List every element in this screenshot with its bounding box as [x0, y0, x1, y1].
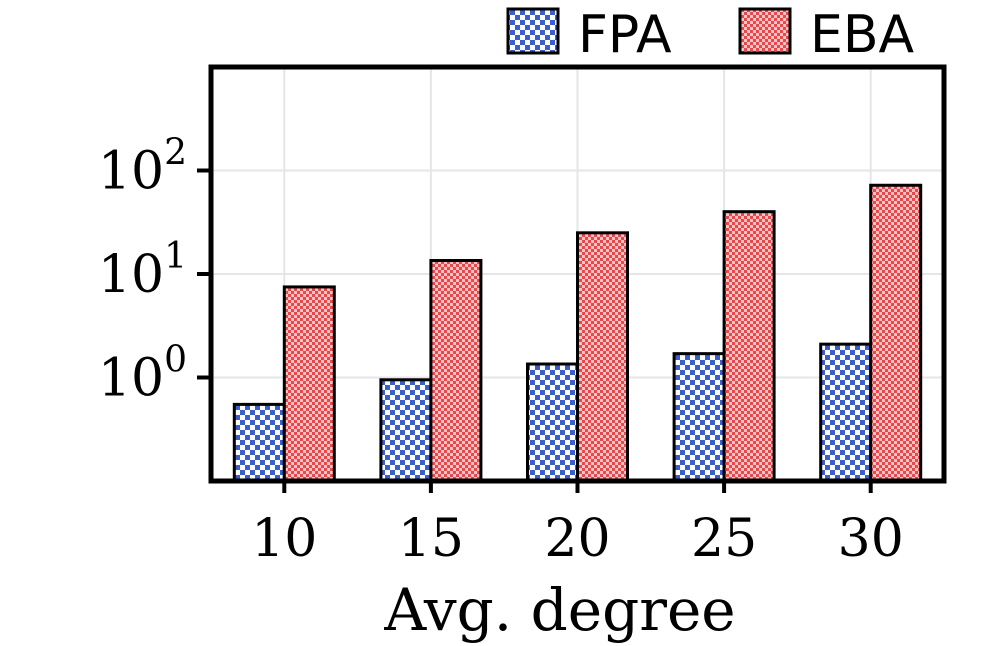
- bar-fpa-15: [379, 378, 433, 483]
- y-tick-label: 100: [98, 340, 187, 409]
- x-tick-label: 15: [398, 509, 464, 569]
- bars: [232, 183, 923, 483]
- bar-eba-10: [282, 285, 336, 483]
- bar-eba-15: [429, 259, 483, 483]
- legend: FPA EBA: [506, 5, 915, 65]
- legend-swatch-eba: [738, 7, 792, 55]
- bar-fpa-30: [819, 342, 873, 483]
- x-axis-label: Avg. degree: [383, 576, 735, 644]
- y-axis-ticks: 100 101 102: [98, 133, 211, 409]
- legend-swatch-fpa: [506, 7, 560, 55]
- legend-label-eba: EBA: [810, 5, 915, 65]
- y-tick-label: 101: [98, 236, 187, 305]
- bar-eba-20: [576, 231, 629, 483]
- x-tick-label: 25: [691, 509, 757, 569]
- bar-fpa-25: [672, 352, 726, 483]
- bar-eba-25: [722, 210, 776, 483]
- y-tick-label: 102: [98, 133, 187, 202]
- bar-fpa-20: [526, 362, 579, 483]
- bar-fpa-10: [232, 402, 286, 483]
- bar-eba-30: [869, 183, 923, 483]
- legend-label-fpa: FPA: [578, 5, 672, 65]
- x-tick-label: 10: [251, 509, 317, 569]
- x-tick-label: 30: [838, 509, 904, 569]
- x-axis-ticks: 10 15 20 25 30: [251, 481, 904, 569]
- x-tick-label: 20: [544, 509, 610, 569]
